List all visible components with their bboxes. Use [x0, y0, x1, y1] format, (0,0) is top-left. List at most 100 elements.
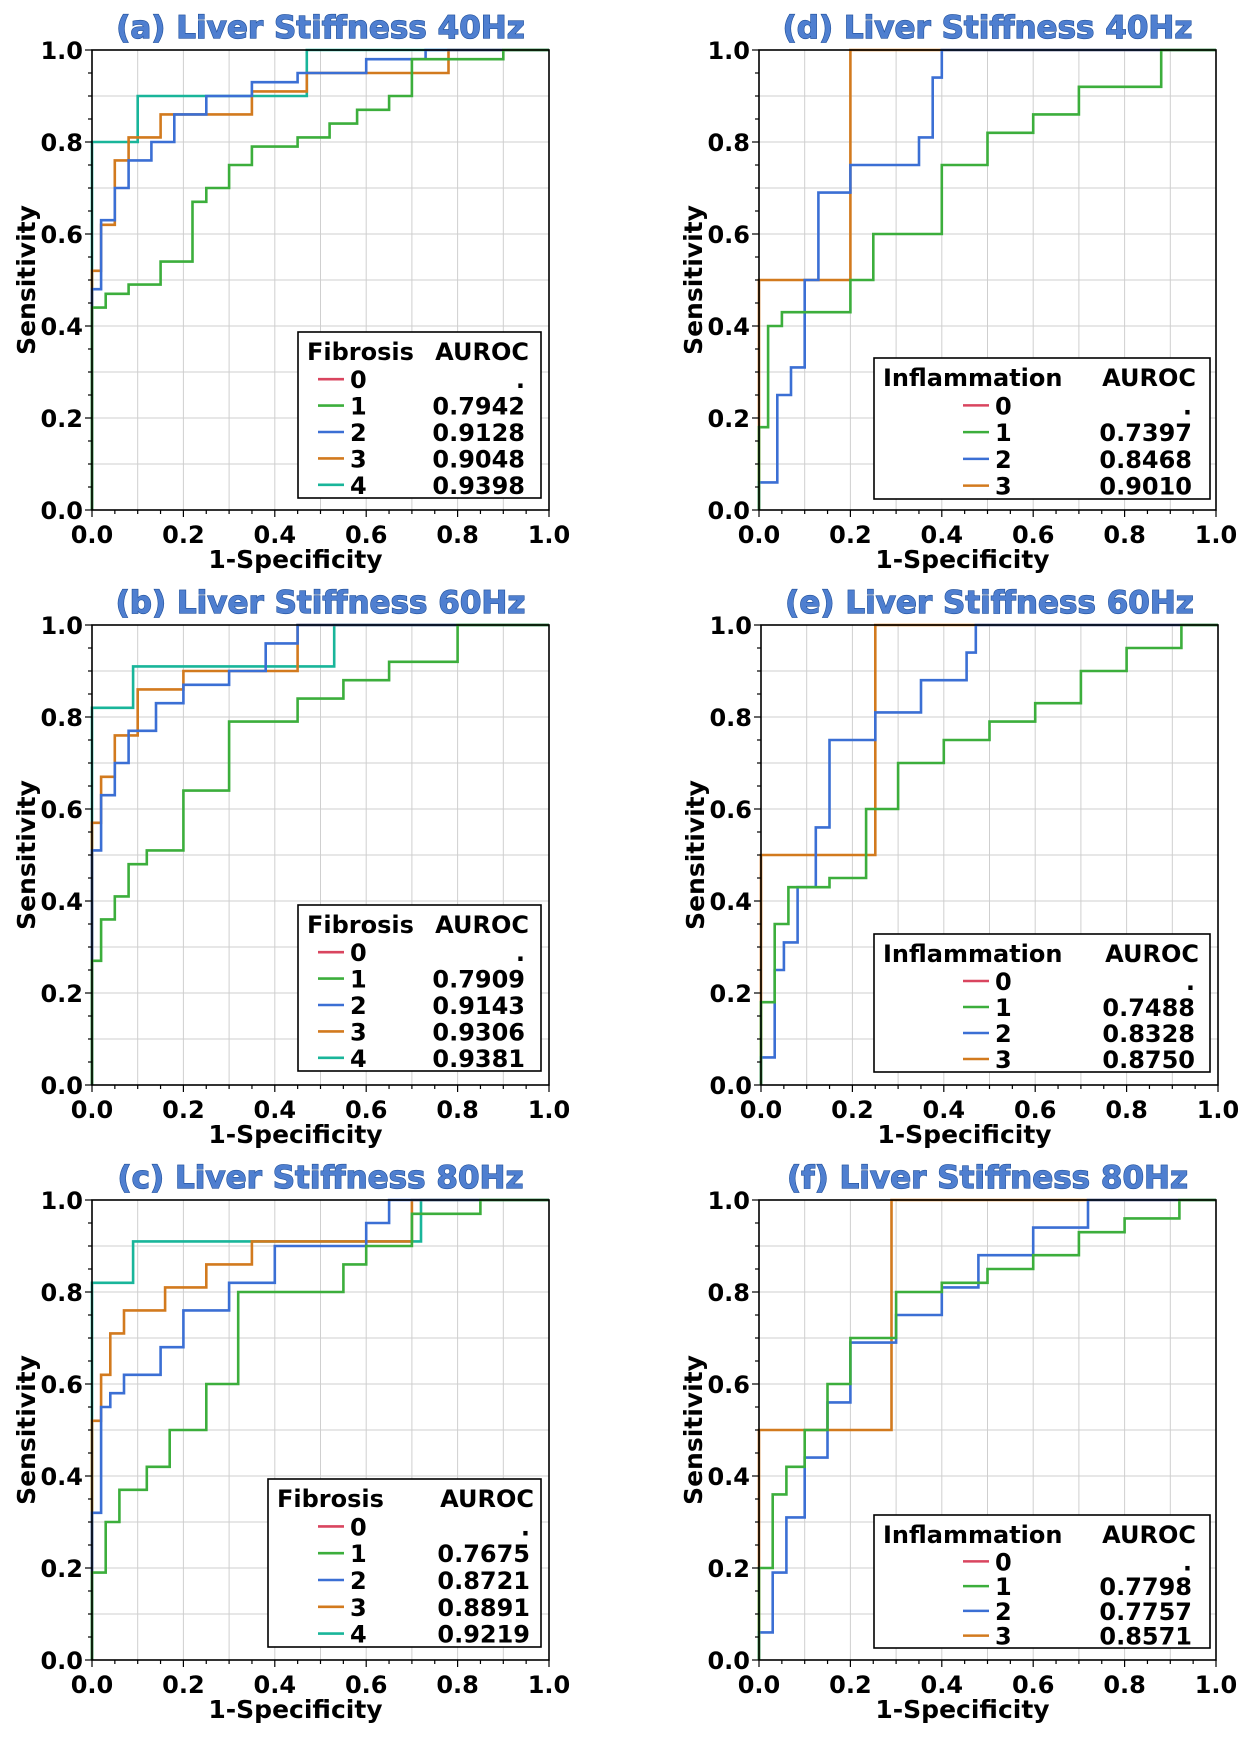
legend-auroc-2: 0.7757	[1099, 1598, 1192, 1626]
legend-auroc-3: 0.8750	[1102, 1046, 1195, 1074]
y-tick-label: 0.0	[40, 1647, 83, 1675]
chart-title: (e) Liver Stiffness 60Hz	[785, 585, 1194, 621]
legend-label-3: 3	[350, 1018, 367, 1046]
legend-auroc-3: 0.9048	[432, 445, 525, 473]
x-tick-label: 1.0	[528, 1671, 571, 1699]
x-tick-label: 0.6	[345, 1671, 388, 1699]
y-tick-label: 0.0	[707, 497, 750, 525]
roc-curve-1	[757, 1198, 1216, 1660]
x-axis-label: 1-Specificity	[208, 545, 382, 574]
roc-curve-1	[90, 48, 549, 510]
chart-title: (a) Liver Stiffness 40Hz	[116, 10, 525, 46]
legend-auroc-0: .	[1183, 392, 1192, 420]
x-axis-label: 1-Specificity	[875, 1695, 1049, 1724]
y-tick-label: 0.4	[40, 313, 83, 341]
y-tick-label: 0.2	[40, 980, 83, 1008]
legend-auroc-3: 0.8891	[437, 1594, 530, 1622]
x-tick-label: 0.8	[1103, 521, 1146, 549]
y-tick-label: 0.2	[40, 1555, 83, 1583]
x-tick-label: 0.8	[1105, 1096, 1148, 1124]
roc-curve-1	[759, 623, 1218, 1085]
legend-header-auroc: AUROC	[1105, 940, 1199, 968]
legend-box	[297, 904, 542, 1072]
x-tick-label: 0.0	[740, 1096, 783, 1124]
y-tick-label: 0.4	[707, 313, 750, 341]
x-tick-label: 1.0	[1195, 1671, 1238, 1699]
legend-auroc-2: 0.9143	[432, 992, 525, 1020]
x-tick-label: 0.6	[1014, 1096, 1057, 1124]
x-tick-label: 0.8	[1103, 1671, 1146, 1699]
legend-label-2: 2	[350, 992, 367, 1020]
x-tick-label: 0.0	[738, 1671, 781, 1699]
x-tick-label: 0.0	[71, 521, 114, 549]
x-tick-label: 0.2	[162, 521, 205, 549]
y-tick-label: 0.0	[40, 1072, 83, 1100]
legend: Fibrosis AUROC 0. 1 0.7942 2 0.9128 3 0.9048 4 0.9…	[297, 331, 542, 500]
x-axis-label: 1-Specificity	[208, 1695, 382, 1724]
legend: Fibrosis AUROC 0. 1 0.7909 2 0.9143 3 0.9306 4 0.9…	[297, 904, 542, 1073]
legend-label-0: 0	[350, 939, 367, 967]
x-tick-label: 0.4	[921, 1671, 964, 1699]
legend-label-4: 4	[350, 1045, 367, 1073]
legend-auroc-0: .	[521, 1513, 530, 1541]
x-tick-label: 1.0	[528, 1096, 571, 1124]
legend-label-3: 3	[995, 473, 1012, 501]
roc-curve-1	[757, 48, 1216, 510]
legend-box	[297, 331, 542, 499]
x-tick-label: 0.6	[1012, 1671, 1055, 1699]
legend-label-1: 1	[995, 1573, 1012, 1601]
y-axis-label: Sensitivity	[681, 780, 710, 930]
legend-header-auroc: AUROC	[440, 1485, 534, 1513]
x-tick-label: 0.8	[436, 1096, 479, 1124]
legend-label-3: 3	[350, 445, 367, 473]
legend-label-2: 2	[350, 1567, 367, 1595]
legend-auroc-4: 0.9219	[437, 1621, 530, 1649]
chart-title: (c) Liver Stiffness 80Hz	[118, 1160, 524, 1196]
roc-curve-2	[757, 48, 1216, 510]
x-tick-label: 0.4	[254, 521, 297, 549]
legend-header-group: Inflammation	[883, 940, 1062, 968]
legend-auroc-4: 0.9398	[432, 472, 525, 500]
x-tick-label: 0.6	[345, 1096, 388, 1124]
legend-label-0: 0	[350, 366, 367, 394]
x-tick-label: 0.4	[921, 521, 964, 549]
legend-auroc-1: 0.7397	[1099, 419, 1192, 447]
legend-box	[873, 1514, 1211, 1649]
y-tick-label: 0.6	[40, 796, 83, 824]
roc-curve-1	[90, 1198, 549, 1660]
legend-label-4: 4	[350, 472, 367, 500]
y-axis-label: Sensitivity	[12, 1355, 41, 1505]
legend: Fibrosis AUROC 0. 1 0.7675 2 0.8721 3 0.8891 4 0.9…	[267, 1478, 542, 1649]
legend-auroc-1: 0.7675	[437, 1540, 530, 1568]
y-tick-label: 0.6	[40, 221, 83, 249]
legend-label-1: 1	[350, 393, 367, 421]
roc-curve-3	[90, 1198, 549, 1660]
y-tick-label: 0.8	[40, 704, 83, 732]
y-axis-label: Sensitivity	[679, 205, 708, 355]
x-axis-label: 1-Specificity	[877, 1120, 1051, 1149]
chart-title: (f) Liver Stiffness 80Hz	[787, 1160, 1188, 1196]
legend-header-auroc: AUROC	[435, 911, 529, 939]
x-tick-label: 0.6	[1012, 521, 1055, 549]
x-tick-label: 0.4	[923, 1096, 966, 1124]
legend-header-group: Fibrosis	[307, 338, 414, 366]
legend-label-1: 1	[350, 1540, 367, 1568]
legend-label-4: 4	[350, 1621, 367, 1649]
x-tick-label: 0.2	[829, 521, 872, 549]
legend-auroc-4: 0.9381	[432, 1045, 525, 1073]
legend-header-auroc: AUROC	[435, 338, 529, 366]
y-tick-label: 0.2	[40, 405, 83, 433]
x-tick-label: 1.0	[1197, 1096, 1240, 1124]
x-tick-label: 0.4	[254, 1096, 297, 1124]
legend: Inflammation AUROC 0. 1 0.7488 2 0.8328 3 0.8750	[873, 933, 1211, 1074]
legend-label-0: 0	[350, 1513, 367, 1541]
legend-auroc-0: .	[1186, 968, 1195, 996]
y-tick-label: 0.6	[707, 1371, 750, 1399]
y-tick-label: 0.2	[707, 1555, 750, 1583]
legend-label-1: 1	[350, 966, 367, 994]
y-tick-label: 0.8	[709, 704, 752, 732]
legend-label-2: 2	[995, 1598, 1012, 1626]
legend-auroc-3: 0.9306	[432, 1018, 525, 1046]
